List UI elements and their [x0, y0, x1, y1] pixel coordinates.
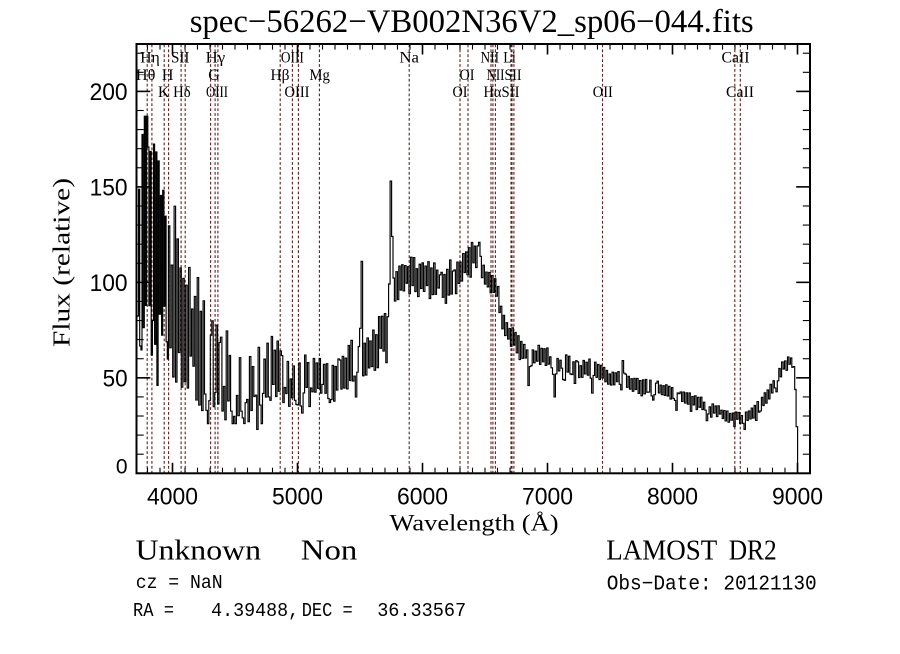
svg-text:OI: OI — [453, 84, 468, 101]
svg-text:5000: 5000 — [272, 484, 323, 511]
svg-text:Hα: Hα — [484, 84, 503, 101]
svg-text:Hθ: Hθ — [136, 67, 156, 84]
svg-text:0: 0 — [116, 456, 128, 479]
svg-text:Unknown: Unknown — [136, 536, 262, 567]
svg-text:Flux (relative): Flux (relative) — [50, 178, 76, 347]
svg-text:NII: NII — [487, 67, 505, 84]
svg-text:SII: SII — [505, 67, 522, 84]
svg-text:SII: SII — [502, 84, 520, 101]
svg-text:8000: 8000 — [647, 484, 698, 511]
svg-text:cz = NaN: cz = NaN — [136, 572, 223, 594]
svg-text:Non: Non — [301, 536, 358, 567]
svg-text:Hγ: Hγ — [206, 50, 226, 67]
svg-text:H: H — [162, 67, 174, 84]
svg-text:150: 150 — [90, 175, 128, 202]
svg-text:DR2: DR2 — [729, 536, 777, 567]
svg-text:NII: NII — [481, 50, 500, 67]
svg-text:CaII: CaII — [722, 50, 750, 67]
svg-text:9000: 9000 — [772, 484, 823, 511]
svg-text:100: 100 — [90, 270, 128, 297]
svg-text:OIII: OIII — [285, 84, 310, 101]
svg-text:Obs−Date: 20121130: Obs−Date: 20121130 — [607, 574, 817, 597]
svg-text:4000: 4000 — [147, 484, 198, 511]
svg-text:Na: Na — [399, 50, 419, 67]
svg-text:OII: OII — [593, 84, 613, 101]
svg-text:K: K — [158, 84, 170, 101]
svg-text:Hβ: Hβ — [271, 67, 290, 84]
svg-text:OIII: OIII — [281, 50, 304, 67]
svg-text:36.33567: 36.33567 — [377, 600, 466, 622]
svg-text:DEC =: DEC = — [302, 600, 353, 622]
svg-text:50: 50 — [103, 366, 128, 393]
svg-text:Wavelength (Å): Wavelength (Å) — [390, 511, 559, 536]
svg-text:Hη: Hη — [140, 50, 160, 67]
svg-text:spec−56262−VB002N36V2_sp06−044: spec−56262−VB002N36V2_sp06−044.fits — [190, 4, 754, 40]
svg-text:SII: SII — [171, 50, 190, 67]
svg-text:Li: Li — [503, 50, 516, 67]
svg-text:OI: OI — [460, 67, 475, 84]
svg-text:4.39488,: 4.39488, — [211, 600, 299, 622]
svg-text:RA =: RA = — [133, 600, 174, 622]
svg-text:G: G — [208, 67, 220, 84]
svg-text:CaII: CaII — [726, 84, 754, 101]
svg-text:6000: 6000 — [397, 484, 448, 511]
svg-text:LAMOST: LAMOST — [606, 536, 717, 567]
svg-text:OIII: OIII — [206, 84, 228, 101]
svg-text:Mg: Mg — [309, 67, 330, 84]
svg-text:200: 200 — [90, 79, 128, 106]
svg-text:7000: 7000 — [522, 484, 573, 511]
svg-text:Hδ: Hδ — [173, 84, 191, 101]
